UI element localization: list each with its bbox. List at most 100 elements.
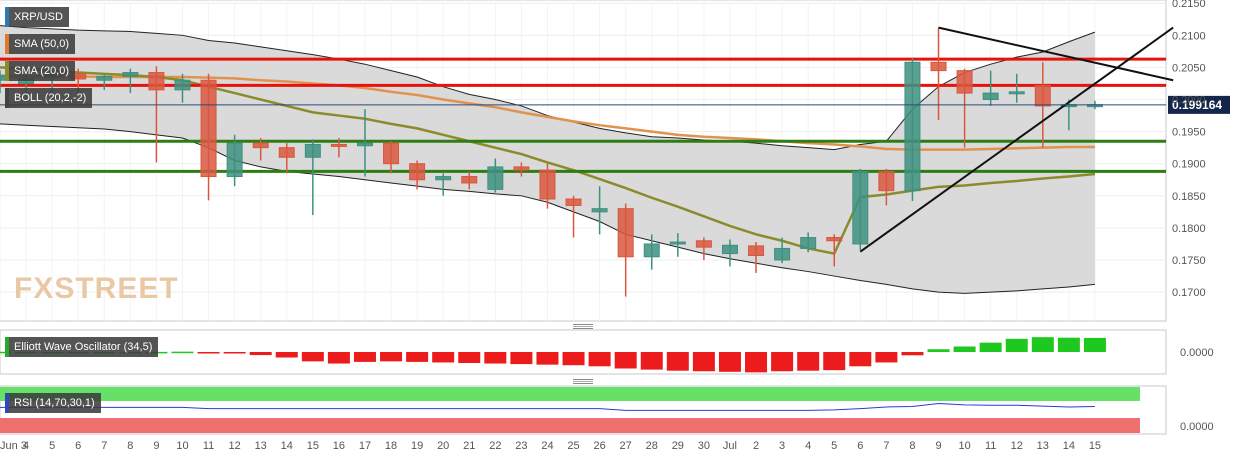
ewo-bar [745,352,768,373]
candle-body [304,143,321,158]
candle-body [122,72,139,77]
x-tick-label: 11 [985,440,996,452]
ewo-bar [432,352,455,363]
x-tick-label: 19 [411,440,423,452]
candle-body [174,79,191,91]
current-price-marker [1168,95,1230,114]
ewo-bar [953,346,976,352]
ewo-bar [223,352,246,354]
price-tick-label: 0.1950 [1172,127,1206,139]
x-tick-label: 2 [753,440,759,452]
candle-body [956,70,973,94]
x-tick-label: 13 [255,440,267,452]
x-tick-label: 12 [229,440,241,452]
sma50-legend[interactable]: SMA (50,0) [5,34,76,54]
candle-body [383,142,400,165]
ewo-bar [380,352,403,362]
trendline [938,26,1174,82]
bollinger-band-fill [0,25,1095,294]
ewo-bar [927,349,950,352]
x-tick-label: 23 [515,440,527,452]
rsi-overbought-zone [0,387,1140,401]
x-tick-label: 17 [359,440,371,452]
ewo-bar [1031,337,1054,352]
candle-body [565,198,582,206]
sma50-legend-text: SMA (50,0) [14,38,70,50]
sma20-legend[interactable]: SMA (20,0) [5,61,76,81]
rsi-oversold-zone [0,418,1140,433]
ewo-bar [1083,337,1106,352]
candle-body [461,176,478,184]
ewo-bar [327,352,350,364]
x-tick-label: 10 [176,440,188,452]
price-tick-label: 0.2000 [1172,95,1206,107]
x-tick-label: 25 [567,440,579,452]
x-tick-label: 22 [489,440,501,452]
ewo-bar [823,352,846,371]
ewo-bar [301,352,324,362]
price-tick-label: 0.2150 [1172,0,1206,10]
ewo-bar [771,352,794,372]
x-tick-label: 6 [857,440,863,452]
pane-resize-handle-ewo[interactable] [573,324,593,329]
candle-body [1008,91,1025,95]
ewo-legend[interactable]: Elliott Wave Oscillator (34,5) [5,337,159,357]
pane-resize-handle-rsi[interactable] [573,379,593,384]
candle-body [252,142,269,149]
x-tick-label: 9 [153,440,159,452]
candle-body [982,92,999,101]
x-tick-label: 20 [437,440,449,452]
ewo-bar [875,352,898,363]
ewo-bar [979,342,1002,352]
x-tick-label: 21 [463,440,475,452]
ewo-bar [901,352,924,356]
x-tick-label: 6 [75,440,81,452]
x-tick-label: Jul [723,440,737,452]
x-tick-label: 14 [1063,440,1075,452]
candle-body [878,170,895,192]
candle-body [800,237,817,249]
ewo-bar [640,352,663,370]
price-tick-label: 0.1700 [1172,287,1206,299]
ewo-axis-label: 0.0000 [1180,347,1214,359]
candle-body [1034,84,1051,107]
x-tick-label: 3 [779,440,785,452]
candle-body [96,75,113,81]
pair-label[interactable]: XRP/USD [5,7,69,27]
ewo-bar [458,352,481,363]
current-price-label: 0.199164 [1172,98,1222,112]
x-tick-label: 30 [698,440,710,452]
ewo-bar [588,352,611,367]
candle-body [487,166,504,190]
x-tick-label: 5 [49,440,55,452]
fxstreet-watermark: FXSTREET [14,272,179,305]
ewo-bar [275,352,298,358]
x-tick-label: 11 [203,440,214,452]
ewo-bar [797,352,820,371]
ewo-bar [249,352,272,356]
x-tick-label: 7 [883,440,889,452]
candle-body [330,143,347,147]
x-tick-label: 24 [541,440,553,452]
x-tick-label: 28 [646,440,658,452]
candle-body [591,208,608,213]
x-tick-label: 15 [1089,440,1101,452]
x-tick-label: 10 [958,440,970,452]
boll-legend-text: BOLL (20,2,-2) [14,92,87,104]
boll-legend[interactable]: BOLL (20,2,-2) [5,88,93,108]
x-tick-label: 13 [1037,440,1049,452]
x-tick-label: 16 [333,440,345,452]
candle-body [513,166,530,171]
price-tick-label: 0.1800 [1172,223,1206,235]
price-tick-label: 0.1900 [1172,159,1206,171]
x-tick-label: 26 [593,440,605,452]
candle-body [643,243,660,258]
ewo-bar [536,352,559,365]
rsi-legend[interactable]: RSI (14,70,30,1) [5,393,101,413]
pair-label-text: XRP/USD [14,11,63,23]
x-tick-label: 4 [23,440,29,452]
rsi-axis-label: 0.0000 [1180,421,1214,433]
ewo-bar [484,352,507,364]
candle-body [748,245,765,257]
